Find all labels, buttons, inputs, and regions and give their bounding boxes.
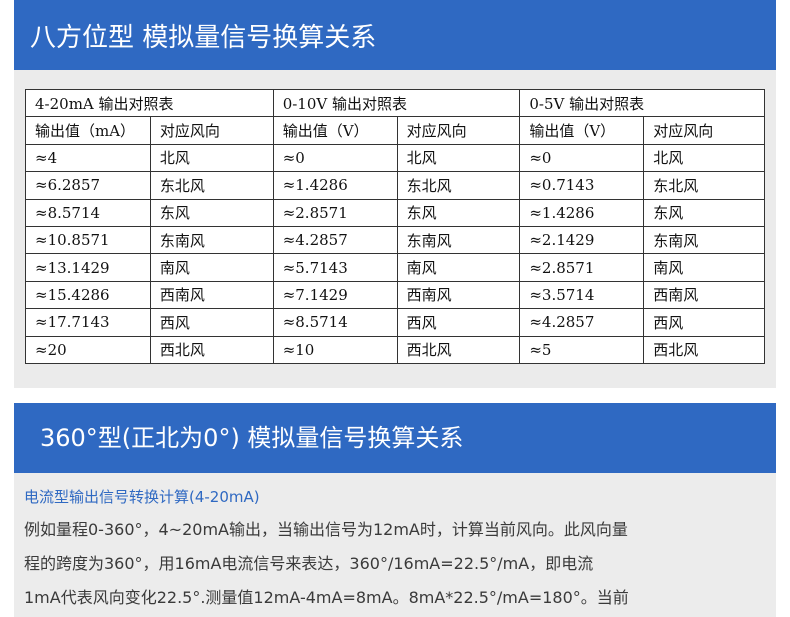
table-cell: 东北风 [396, 171, 521, 200]
table-cell: ≈4.2857 [519, 308, 645, 337]
table-cell: 北风 [396, 143, 521, 173]
table-cell: ≈15.4286 [25, 280, 151, 310]
section2-paragraph: 例如量程0-360°，4~20mA输出，当输出信号为12mA时，计算当前风向。此… [24, 513, 768, 615]
section2-panel [14, 473, 776, 617]
table-cell: ≈2.1429 [519, 225, 645, 255]
paragraph-line: 程的跨度为360°，用16mA电流信号来表达，360°/16mA=22.5°/m… [24, 554, 594, 573]
table-cell: ≈10 [272, 335, 398, 364]
table-cell: 东南风 [149, 225, 274, 255]
column-header: 对应风向 [396, 116, 521, 145]
table-row: ≈10.8571 东南风 ≈4.2857 东南风 ≈2.1429 东南风 [25, 225, 765, 255]
table-cell: 西南风 [396, 280, 521, 310]
paragraph-line: 1mA代表风向变化22.5°.测量值12mA-4mA=8mA。8mA*22.5°… [24, 588, 629, 607]
table-cell: 东风 [396, 198, 521, 227]
table-cell: 西风 [149, 308, 274, 337]
table-cell: 西北风 [396, 335, 521, 364]
table-cell: ≈8.5714 [272, 308, 398, 337]
section2-subtitle: 电流型输出信号转换计算(4-20mA) [24, 488, 260, 506]
table-cell: ≈2.8571 [519, 253, 645, 282]
table-cell: 北风 [643, 143, 765, 173]
table-cell: ≈0.7143 [519, 171, 645, 200]
table-cell: ≈0 [519, 143, 645, 173]
table-cell: 西南风 [643, 280, 765, 310]
table-cell: ≈1.4286 [519, 198, 645, 227]
section2-title-banner: 360°型(正北为0°) 模拟量信号换算关系 [14, 403, 776, 473]
table-row: ≈4 北风 ≈0 北风 ≈0 北风 [25, 143, 765, 173]
section1-title: 八方位型 模拟量信号换算关系 [30, 23, 377, 53]
table-cell: 西北风 [149, 335, 274, 364]
table-cell: 南风 [149, 253, 274, 282]
table-cell: 西北风 [643, 335, 765, 364]
table-row: ≈8.5714 东风 ≈2.8571 东风 ≈1.4286 东风 [25, 198, 765, 227]
table-cell: ≈5 [519, 335, 645, 364]
table-cell: ≈20 [25, 335, 151, 364]
paragraph-line: 例如量程0-360°，4~20mA输出，当输出信号为12mA时，计算当前风向。此… [24, 520, 628, 539]
column-header-row: 输出值（mA） 对应风向 输出值（V） 对应风向 输出值（V） 对应风向 [25, 116, 765, 145]
table-cell: ≈1.4286 [272, 171, 398, 200]
table-cell: ≈13.1429 [25, 253, 151, 282]
table-cell: ≈4.2857 [272, 225, 398, 255]
table-cell: ≈17.7143 [25, 308, 151, 337]
conversion-table: 4-20mA 输出对照表 0-10V 输出对照表 0-5V 输出对照表 输出值（… [25, 88, 765, 364]
group-header-4-20ma: 4-20mA 输出对照表 [25, 88, 274, 118]
table-cell: 南风 [643, 253, 765, 282]
table-cell: 西风 [396, 308, 521, 337]
group-header-0-5v: 0-5V 输出对照表 [519, 88, 765, 118]
column-header: 对应风向 [643, 116, 765, 145]
table-row: ≈20 西北风 ≈10 西北风 ≈5 西北风 [25, 335, 765, 364]
section1-title-banner: 八方位型 模拟量信号换算关系 [14, 0, 776, 70]
table-cell: 西南风 [149, 280, 274, 310]
table-row: ≈15.4286 西南风 ≈7.1429 西南风 ≈3.5714 西南风 [25, 280, 765, 310]
table-row: ≈13.1429 南风 ≈5.7143 南风 ≈2.8571 南风 [25, 253, 765, 282]
column-header: 输出值（mA） [25, 116, 151, 145]
table-cell: ≈2.8571 [272, 198, 398, 227]
table-cell: 东南风 [643, 225, 765, 255]
group-header-0-10v: 0-10V 输出对照表 [272, 88, 521, 118]
table-cell: ≈3.5714 [519, 280, 645, 310]
column-header: 对应风向 [149, 116, 274, 145]
table-cell: ≈8.5714 [25, 198, 151, 227]
table-cell: ≈5.7143 [272, 253, 398, 282]
table-row: ≈6.2857 东北风 ≈1.4286 东北风 ≈0.7143 东北风 [25, 171, 765, 200]
table-cell: 南风 [396, 253, 521, 282]
table-cell: 东风 [643, 198, 765, 227]
table-cell: ≈10.8571 [25, 225, 151, 255]
table-cell: ≈0 [272, 143, 398, 173]
table-cell: 西风 [643, 308, 765, 337]
column-header: 输出值（V） [272, 116, 398, 145]
table-cell: 东北风 [149, 171, 274, 200]
table-cell: 东北风 [643, 171, 765, 200]
table-cell: ≈6.2857 [25, 171, 151, 200]
table-row: ≈17.7143 西风 ≈8.5714 西风 ≈4.2857 西风 [25, 308, 765, 337]
table-cell: 东风 [149, 198, 274, 227]
table-cell: 北风 [149, 143, 274, 173]
section2-title: 360°型(正北为0°) 模拟量信号换算关系 [40, 424, 464, 452]
table-cell: ≈4 [25, 143, 151, 173]
column-header: 输出值（V） [519, 116, 645, 145]
group-header-row: 4-20mA 输出对照表 0-10V 输出对照表 0-5V 输出对照表 [25, 88, 765, 118]
table-cell: ≈7.1429 [272, 280, 398, 310]
table-cell: 东南风 [396, 225, 521, 255]
